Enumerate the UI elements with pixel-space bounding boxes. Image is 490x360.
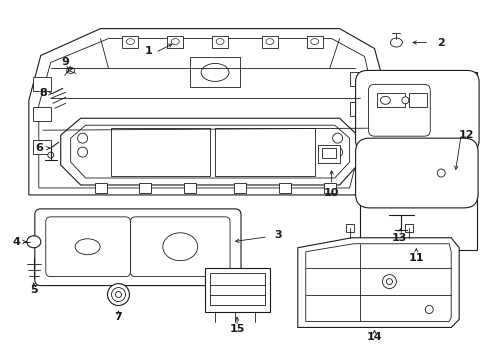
Ellipse shape <box>311 39 319 45</box>
Bar <box>234 183 246 193</box>
Ellipse shape <box>77 147 88 157</box>
Bar <box>33 140 51 154</box>
Text: 7: 7 <box>115 312 122 323</box>
Ellipse shape <box>48 152 54 158</box>
Bar <box>360 72 477 250</box>
Text: 15: 15 <box>229 324 245 334</box>
Text: 11: 11 <box>409 253 424 263</box>
Text: 1: 1 <box>145 45 152 55</box>
Ellipse shape <box>201 63 229 81</box>
Bar <box>279 183 291 193</box>
Ellipse shape <box>437 169 445 177</box>
Ellipse shape <box>266 39 274 45</box>
Text: 6: 6 <box>35 143 43 153</box>
Bar <box>190 58 240 87</box>
Polygon shape <box>306 244 451 321</box>
Text: 8: 8 <box>39 88 47 98</box>
Ellipse shape <box>333 147 343 157</box>
Bar <box>184 183 196 193</box>
Bar <box>212 36 228 48</box>
Bar <box>349 102 368 116</box>
Polygon shape <box>61 118 358 185</box>
Bar <box>262 36 278 48</box>
Bar <box>167 36 183 48</box>
Ellipse shape <box>172 39 179 45</box>
Bar <box>324 183 336 193</box>
Bar <box>349 137 368 151</box>
Ellipse shape <box>75 239 100 255</box>
Bar <box>405 224 414 232</box>
Text: 12: 12 <box>458 130 474 140</box>
FancyBboxPatch shape <box>130 217 230 276</box>
Text: 10: 10 <box>324 188 340 198</box>
Ellipse shape <box>126 39 134 45</box>
Bar <box>95 183 106 193</box>
Bar <box>322 148 336 158</box>
Bar <box>318 145 340 163</box>
Text: 9: 9 <box>62 58 70 67</box>
Bar <box>349 72 368 86</box>
Bar <box>210 273 265 305</box>
FancyBboxPatch shape <box>368 84 430 136</box>
Bar <box>307 36 323 48</box>
Ellipse shape <box>425 306 433 314</box>
Text: 2: 2 <box>438 37 445 48</box>
Ellipse shape <box>380 96 391 104</box>
Ellipse shape <box>77 133 88 143</box>
Ellipse shape <box>402 97 409 104</box>
Polygon shape <box>39 39 372 188</box>
Polygon shape <box>298 238 459 328</box>
Text: 4: 4 <box>13 237 21 247</box>
Polygon shape <box>71 125 349 178</box>
Bar <box>215 128 315 176</box>
Bar <box>33 107 51 121</box>
Bar <box>122 36 138 48</box>
Text: 13: 13 <box>392 233 407 243</box>
Text: 5: 5 <box>30 284 38 294</box>
FancyBboxPatch shape <box>46 217 130 276</box>
Ellipse shape <box>387 279 392 285</box>
Ellipse shape <box>112 288 125 302</box>
FancyBboxPatch shape <box>35 209 241 285</box>
Bar <box>111 128 210 176</box>
Ellipse shape <box>107 284 129 306</box>
Ellipse shape <box>67 67 74 73</box>
Text: 3: 3 <box>274 230 282 240</box>
Ellipse shape <box>216 39 224 45</box>
FancyBboxPatch shape <box>356 138 478 208</box>
FancyBboxPatch shape <box>356 71 479 152</box>
Bar <box>345 224 354 232</box>
Ellipse shape <box>116 292 122 298</box>
Ellipse shape <box>391 38 402 47</box>
Bar <box>377 93 405 107</box>
Polygon shape <box>29 28 385 195</box>
Bar <box>409 93 427 107</box>
Ellipse shape <box>383 275 396 289</box>
Ellipse shape <box>163 233 197 261</box>
Bar <box>140 183 151 193</box>
Text: 14: 14 <box>367 332 382 342</box>
Ellipse shape <box>333 133 343 143</box>
Ellipse shape <box>27 236 41 248</box>
Bar <box>205 268 270 312</box>
Bar <box>33 77 51 91</box>
